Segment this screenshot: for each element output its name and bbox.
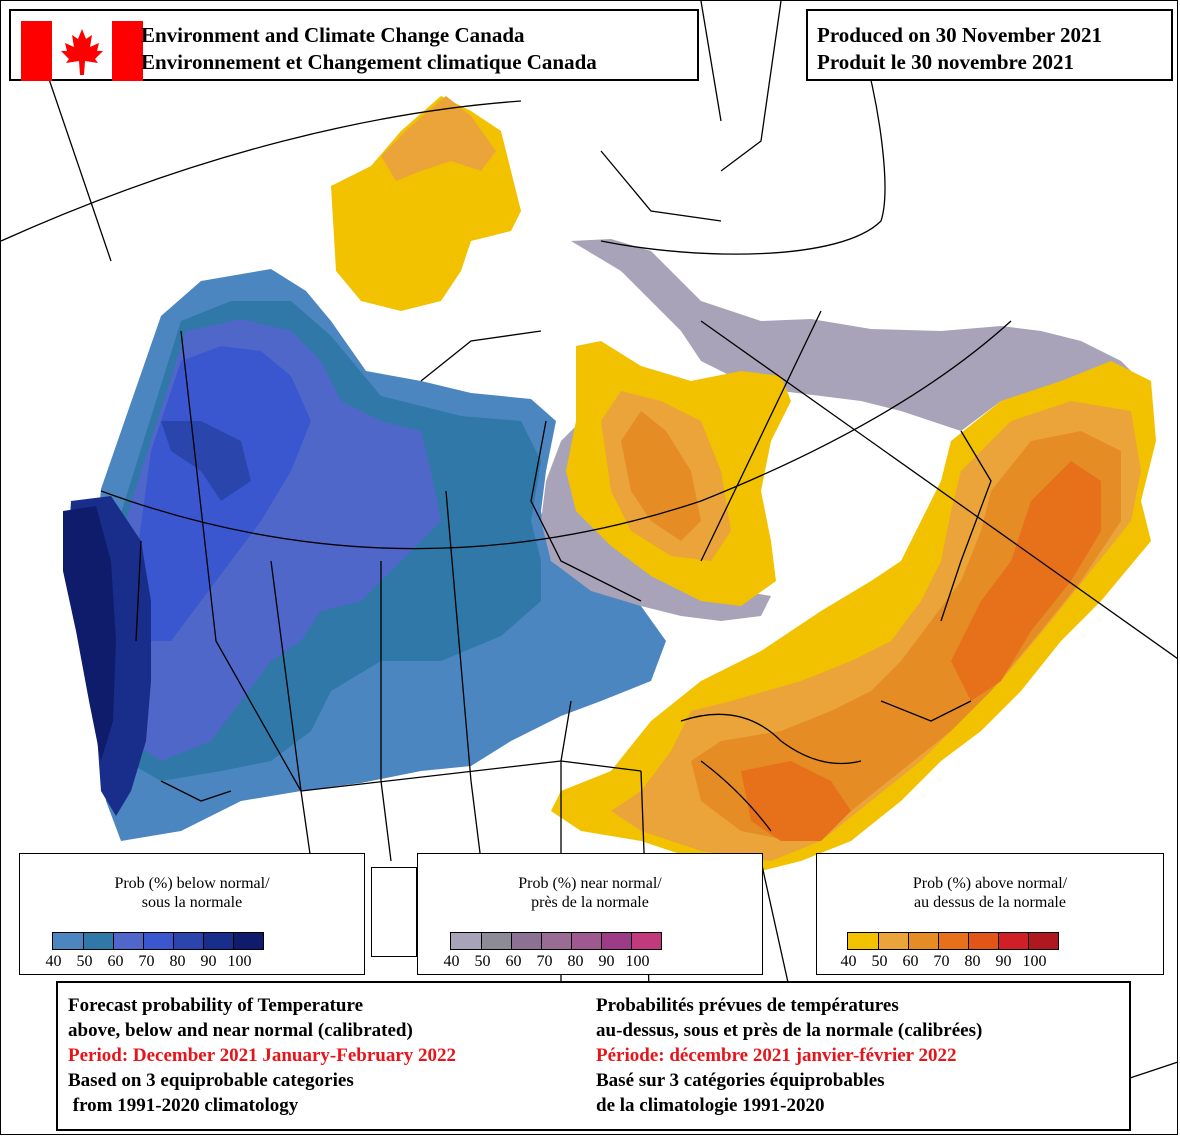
- legend-tick-label: 80: [964, 953, 981, 970]
- description-fr-line5: de la climatologie 1991-2020: [596, 1095, 825, 1116]
- legend-tick-label: 70: [933, 953, 950, 970]
- legend-tick-label: 100: [625, 953, 650, 970]
- above-normal-region-east-60: [691, 431, 1121, 841]
- near-normal-region-north: [571, 239, 1141, 431]
- legend-swatch: [908, 933, 938, 949]
- legend-tick-label: 50: [474, 953, 491, 970]
- boundary-lines: [1, 1, 1177, 1082]
- legend-swatch: [631, 933, 661, 949]
- near-normal-region-hudson: [541, 421, 771, 621]
- legend-swatch: [968, 933, 998, 949]
- legend-swatch: [541, 933, 571, 949]
- legend-tick-label: 70: [536, 953, 553, 970]
- legend-tick-label: 100: [227, 953, 252, 970]
- above-normal-region-greatlakes-70: [741, 761, 851, 841]
- legend-tick-label: 60: [902, 953, 919, 970]
- agency-header: Environment and Climate Change Canada En…: [9, 9, 699, 81]
- period-en: Period: December 2021 January-February 2…: [68, 1045, 457, 1066]
- legend-swatch: [173, 933, 203, 949]
- map-inset-box: [371, 867, 417, 957]
- produced-date-en: Produced on 30 November 2021: [817, 23, 1103, 47]
- production-date-box: Produced on 30 November 2021 Produit le …: [806, 9, 1173, 81]
- canada-flag-icon: [21, 21, 143, 81]
- legend-swatch: [511, 933, 541, 949]
- legend-near-ticks: 40 50 60 70 80 90 100: [436, 953, 653, 971]
- legend-tick-label: 50: [871, 953, 888, 970]
- legend-swatch: [878, 933, 908, 949]
- legend-above-swatches: [847, 932, 1059, 950]
- legend-swatch: [233, 933, 263, 949]
- agency-name-fr: Environnement et Changement climatique C…: [141, 50, 597, 74]
- legend-above-title-line1: Prob (%) above normal/: [912, 875, 1068, 892]
- description-fr-line1: Probabilités prévues de températures: [596, 995, 899, 1016]
- legend-swatch: [998, 933, 1028, 949]
- description-en-line1: Forecast probability of Temperature: [68, 995, 364, 1016]
- legend-below-ticks: 40 50 60 70 80 90 100: [38, 953, 255, 971]
- above-normal-region-east-70: [951, 461, 1101, 701]
- produced-date-fr: Produit le 30 novembre 2021: [817, 50, 1075, 74]
- legend-tick-label: 90: [995, 953, 1012, 970]
- above-normal-region-hudson-60: [621, 411, 701, 541]
- legend-tick-label: 70: [138, 953, 155, 970]
- legend-near-normal: Prob (%) near normal/ près de la normale…: [417, 853, 763, 975]
- above-normal-region-arctic-50: [381, 96, 496, 181]
- legend-tick-label: 80: [169, 953, 186, 970]
- legend-swatch: [848, 933, 878, 949]
- legend-swatch: [1028, 933, 1058, 949]
- legend-near-title-line1: Prob (%) near normal/: [518, 875, 662, 892]
- legend-tick-label: 80: [567, 953, 584, 970]
- forecast-description: Forecast probability of Temperature abov…: [56, 981, 1131, 1131]
- legend-tick-label: 40: [840, 953, 857, 970]
- description-fr-line4: Basé sur 3 catégories équiprobables: [596, 1070, 885, 1091]
- legend-swatch: [83, 933, 113, 949]
- legend-swatch: [481, 933, 511, 949]
- legend-below-title-line2: sous la normale: [141, 894, 243, 911]
- legend-swatch: [938, 933, 968, 949]
- description-en-line2: above, below and near normal (calibrated…: [68, 1020, 413, 1041]
- below-normal-region-coast-100: [63, 506, 116, 761]
- legend-tick-label: 60: [107, 953, 124, 970]
- legend-swatch: [601, 933, 631, 949]
- legend-swatch: [113, 933, 143, 949]
- legend-below-normal: Prob (%) below normal/ sous la normale 4…: [19, 853, 365, 975]
- legend-tick-label: 40: [443, 953, 460, 970]
- legend-above-title-line2: au dessus de la normale: [914, 894, 1066, 911]
- legend-tick-label: 50: [76, 953, 93, 970]
- description-en-line5: from 1991-2020 climatology: [68, 1095, 299, 1116]
- legend-tick-label: 90: [598, 953, 615, 970]
- legend-below-swatches: [52, 932, 264, 950]
- legend-above-ticks: 40 50 60 70 80 90 100: [833, 953, 1050, 971]
- legend-swatch: [203, 933, 233, 949]
- legend-swatch: [143, 933, 173, 949]
- description-en-line4: Based on 3 equiprobable categories: [68, 1070, 354, 1091]
- legend-near-swatches: [450, 932, 662, 950]
- below-normal-region-80: [161, 421, 251, 501]
- legend-tick-label: 60: [505, 953, 522, 970]
- legend-above-normal: Prob (%) above normal/ au dessus de la n…: [816, 853, 1164, 975]
- period-fr: Période: décembre 2021 janvier-février 2…: [596, 1045, 957, 1066]
- description-fr-line2: au-dessus, sous et près de la normale (c…: [596, 1020, 983, 1041]
- legend-tick-label: 40: [45, 953, 62, 970]
- legend-swatch: [53, 933, 83, 949]
- legend-below-title-line1: Prob (%) below normal/: [114, 875, 270, 892]
- legend-swatch: [451, 933, 481, 949]
- legend-swatch: [571, 933, 601, 949]
- legend-tick-label: 90: [200, 953, 217, 970]
- legend-near-title-line2: près de la normale: [531, 894, 649, 911]
- agency-name-en: Environment and Climate Change Canada: [141, 23, 525, 47]
- legend-tick-label: 100: [1022, 953, 1047, 970]
